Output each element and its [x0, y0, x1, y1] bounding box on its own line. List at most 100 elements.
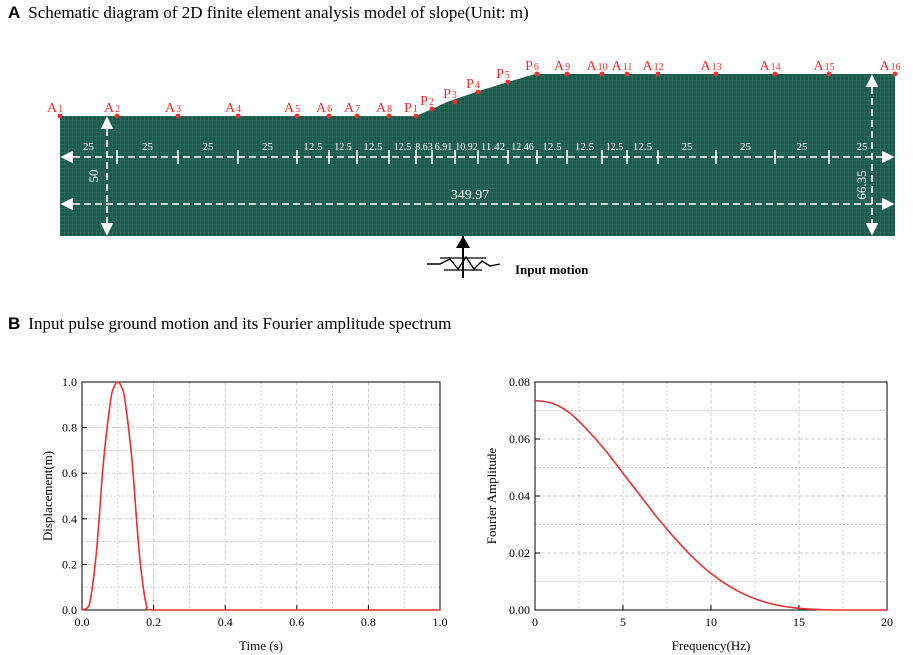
y-tick-label: 0.00: [509, 603, 530, 617]
grid: [81, 381, 441, 611]
marker-label-a15: A15: [813, 59, 834, 74]
spacing-label: 12.5: [542, 141, 562, 153]
x-tick-label: 0: [532, 615, 538, 629]
input-motion-label: Input motion: [515, 262, 589, 277]
x-tick-label: 1.0: [433, 615, 448, 629]
marker-p5: [505, 79, 511, 85]
marker-a13: [713, 71, 719, 77]
y-tick-label: 0.2: [62, 557, 77, 571]
y-tick-label: 0.8: [62, 421, 77, 435]
x-axis-label: Frequency(Hz): [672, 638, 751, 653]
marker-a14: [772, 71, 778, 77]
dimension-lines: 25 25 25 25 12.5 12.5 12.5 12.5 8.63 6.91 10.92 11.…: [60, 74, 895, 236]
input-motion-wave: [427, 255, 501, 271]
x-tick-label: 10: [705, 615, 717, 629]
spacing-label: 10.92: [455, 142, 478, 153]
spacing-label: 12.5: [575, 141, 595, 153]
x-tick-label: 5: [620, 615, 626, 629]
y-axis-label: Fourier Amplitude: [484, 448, 499, 545]
input-motion-symbol: Input motion: [427, 236, 589, 278]
marker-a1: [57, 113, 63, 119]
y-tick-label: 1.0: [62, 375, 77, 389]
spacing-label: 12.46: [511, 142, 534, 153]
marker-label-p4: P4: [466, 77, 480, 92]
spacing-label: 12.5: [606, 142, 624, 153]
marker-label-a13: A13: [700, 59, 721, 74]
x-tick-label: 0.6: [289, 615, 304, 629]
spacing-label: 11.42: [481, 141, 505, 153]
spacing-label: 12.5: [394, 142, 412, 153]
series-line: [534, 399, 887, 611]
grid: [534, 381, 888, 611]
marker-label-a10: A10: [586, 59, 607, 74]
marker-a4: [235, 113, 241, 119]
marker-label-a2: A2: [104, 101, 120, 116]
marker-label-a7: A7: [344, 101, 360, 116]
marker-a12: [655, 71, 661, 77]
marker-label-a6: A6: [316, 101, 332, 116]
displacement-chart: 0.0 0.2 0.4 0.6 0.8 1.0 0.0 0.2 0.4 0.6 0.8 1.0 Time…: [40, 375, 448, 653]
marker-p2: [429, 106, 435, 112]
input-motion-wave-lines: [440, 257, 486, 271]
series-line: [81, 381, 440, 611]
marker-a7: [354, 113, 360, 119]
panel-a-title: A Schematic diagram of 2D finite element …: [8, 3, 529, 23]
panel-b-title-text: Input pulse ground motion and its Fourie…: [28, 314, 452, 333]
x-axis-label: Time (s): [239, 638, 283, 653]
panel-a-title-text: Schematic diagram of 2D finite element a…: [28, 3, 529, 22]
input-motion-arrowhead: [456, 236, 470, 248]
spacing-label: 12.5: [334, 142, 352, 153]
spacing-label: 6.91: [435, 142, 453, 153]
marker-label-p5: P5: [496, 67, 510, 82]
spacing-label: 25: [83, 141, 95, 153]
x-tick-label: 0.2: [146, 615, 161, 629]
marker-a2: [114, 113, 120, 119]
marker-label-p2: P2: [420, 94, 434, 109]
spacing-label: 25: [857, 141, 869, 153]
marker-label-p1: P1: [404, 101, 418, 116]
marker-p6: [534, 71, 540, 77]
y-tick-label: 0.06: [509, 432, 530, 446]
spacing-label: 12.5: [363, 141, 383, 153]
y-tick-label: 0.6: [62, 466, 77, 480]
marker-a3: [175, 113, 181, 119]
marker-a11: [624, 71, 630, 77]
spacing-label: 25: [740, 141, 752, 153]
y-axis-label: Displacement(m): [40, 451, 55, 541]
y-tick-label: 0.02: [509, 546, 530, 560]
marker-a16: [892, 71, 898, 77]
panel-a-letter: A: [8, 3, 21, 22]
marker-label-a9: A9: [554, 59, 570, 74]
marker-label-a14: A14: [759, 59, 780, 74]
marker-label-a11: A11: [612, 59, 633, 74]
marker-p3: [452, 99, 458, 105]
marker-label-a3: A3: [165, 101, 181, 116]
x-tick-label: 0.8: [361, 615, 376, 629]
right-height-label: 66.35: [854, 170, 869, 199]
marker-a5: [294, 113, 300, 119]
marker-p1: [413, 113, 419, 119]
marker-label-p6: P6: [525, 59, 539, 74]
spacing-label: 12.5: [633, 141, 653, 153]
marker-label-a12: A12: [642, 59, 663, 74]
marker-a15: [826, 71, 832, 77]
x-tick-label: 0.4: [218, 615, 233, 629]
left-height-label: 50: [86, 170, 101, 183]
spacing-label: 25: [203, 141, 215, 153]
y-tick-label: 0.4: [62, 512, 77, 526]
marker-p4: [475, 89, 481, 95]
marker-a10: [599, 71, 605, 77]
marker-a8: [386, 113, 392, 119]
spacing-label: 8.63: [415, 142, 433, 153]
x-tick-label: 0.0: [75, 615, 90, 629]
marker-label-a4: A4: [225, 101, 241, 116]
marker-label-a5: A5: [284, 101, 300, 116]
marker-label-a8: A8: [376, 101, 392, 116]
marker-label-p3: P3: [443, 87, 457, 102]
marker-a9: [564, 71, 570, 77]
spacing-label: 25: [262, 141, 274, 153]
panel-b-title: B Input pulse ground motion and its Fouri…: [8, 314, 451, 334]
y-tick-label: 0.04: [509, 489, 530, 503]
